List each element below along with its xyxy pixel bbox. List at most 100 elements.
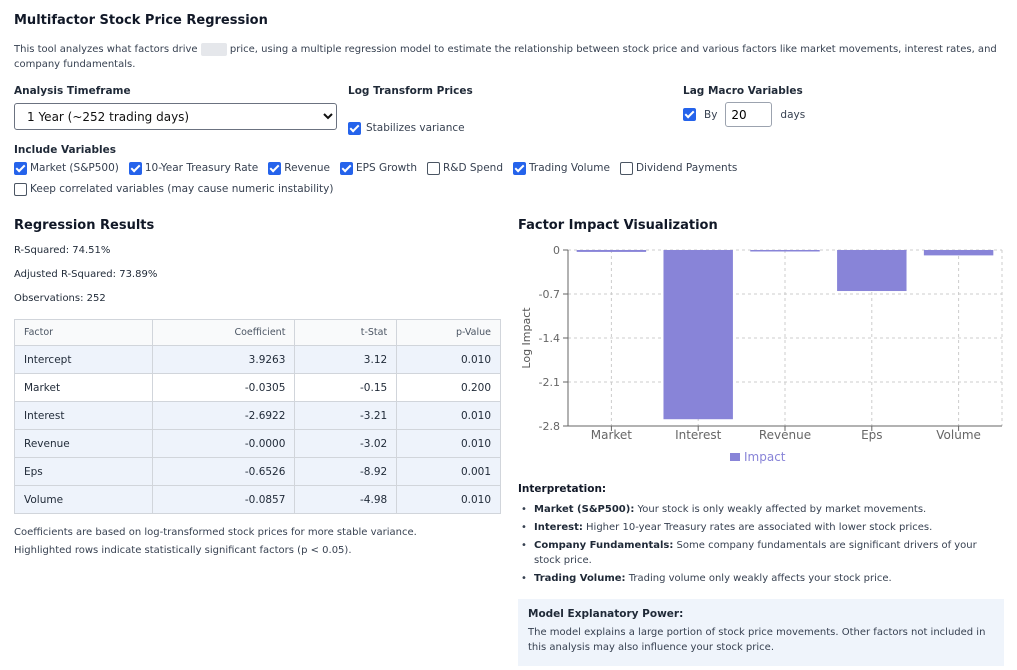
redacted-ticker <box>200 42 227 56</box>
page-title: Multifactor Stock Price Regression <box>14 13 268 28</box>
column-header-tstat: t-Stat <box>294 319 398 346</box>
lag-label: Lag Macro Variables <box>683 85 803 97</box>
observations-value: 252 <box>86 293 106 304</box>
model-power-text: The model explains a large portion of st… <box>528 627 986 653</box>
chart-bar-volume <box>923 250 994 256</box>
coefficient-cell: 3.9263 <box>151 345 296 374</box>
log-transform-toggle[interactable]: Stabilizes variance <box>348 121 465 135</box>
coefficient-cell: -0.0000 <box>151 429 296 458</box>
variable-volume[interactable]: Trading Volume <box>513 161 610 175</box>
variable-market-label: Market (S&P500) <box>30 162 119 174</box>
observations: Observations: 252 <box>14 293 106 304</box>
interpretation-item-heading: Company Fundamentals: <box>534 540 674 551</box>
log-transform-checkbox[interactable] <box>348 121 361 135</box>
keep-correlated-toggle[interactable]: Keep correlated variables (may cause num… <box>14 182 333 196</box>
results-note-significance: Highlighted rows indicate statistically … <box>14 545 352 556</box>
list-item: Market (S&P500): Your stock is only weak… <box>519 502 989 517</box>
chart-y-axis-label: Log Impact <box>520 307 533 369</box>
list-item: Interest: Higher 10-year Treasury rates … <box>519 520 989 535</box>
column-header-pvalue: p-Value <box>396 319 501 346</box>
page-description: This tool analyzes what factors drive pr… <box>14 42 999 72</box>
coefficient-cell: -0.0305 <box>151 373 296 402</box>
interpretation-item-heading: Trading Volume: <box>534 573 626 584</box>
factor-cell: Volume <box>14 485 153 514</box>
interpretation-item-heading: Market (S&P500): <box>534 504 635 515</box>
variable-treasury-checkbox[interactable] <box>128 161 142 175</box>
tstat-cell: -3.02 <box>294 429 398 458</box>
lag-days-input[interactable] <box>725 102 773 127</box>
variable-dividend-label: Dividend Payments <box>635 162 738 174</box>
table-header-row: Factor Coefficient t-Stat p-Value <box>14 319 501 346</box>
table-row: Market -0.0305 -0.15 0.200 <box>14 373 501 402</box>
results-notes: Coefficients are based on log-transforme… <box>14 524 417 560</box>
interpretation-item-text: Your stock is only weakly affected by ma… <box>634 504 927 515</box>
factor-cell: Market <box>14 373 153 402</box>
model-power-title: Model Explanatory Power: <box>528 608 684 620</box>
timeframe-label: Analysis Timeframe <box>14 85 131 97</box>
variable-volume-label: Trading Volume <box>529 162 610 174</box>
variable-treasury[interactable]: 10-Year Treasury Rate <box>128 161 258 175</box>
variable-revenue-checkbox[interactable] <box>268 161 282 175</box>
lag-controls: By days <box>683 102 805 127</box>
variable-market[interactable]: Market (S&P500) <box>14 161 119 175</box>
chart-axes: 0 -0.7 -1.4 -2.1 -2.8 Market Interest Revenue Ep… <box>539 244 1002 442</box>
variable-dividend-checkbox[interactable] <box>619 161 633 175</box>
y-tick-label: 0 <box>553 244 560 257</box>
variable-eps-label: EPS Growth <box>356 162 417 174</box>
variable-eps[interactable]: EPS Growth <box>340 161 417 175</box>
table-row: Intercept 3.9263 3.12 0.010 <box>14 345 501 374</box>
regression-table: Factor Coefficient t-Stat p-Value Interc… <box>14 319 501 514</box>
variable-eps-checkbox[interactable] <box>340 161 353 175</box>
lag-days-label: days <box>780 108 806 121</box>
tstat-cell: -4.98 <box>294 485 398 514</box>
chart-grid <box>568 249 1003 427</box>
log-transform-checkbox-label: Stabilizes variance <box>366 122 465 134</box>
description-start: This tool analyzes what factors drive <box>14 44 198 55</box>
interpretation-list: Market (S&P500): Your stock is only weak… <box>519 502 989 589</box>
table-row: Volume -0.0857 -4.98 0.010 <box>14 485 501 514</box>
chart-title: Factor Impact Visualization <box>518 218 718 233</box>
interpretation-item-text: Some company fundamentals are significan… <box>534 540 977 566</box>
tstat-cell: 3.12 <box>294 345 398 374</box>
tstat-cell: -3.21 <box>294 401 398 430</box>
y-tick-label: -2.1 <box>539 376 560 389</box>
variable-dividend[interactable]: Dividend Payments <box>619 161 738 175</box>
lag-checkbox[interactable] <box>683 108 696 121</box>
coefficient-cell: -0.6526 <box>151 457 296 486</box>
pvalue-cell: 0.010 <box>396 401 501 430</box>
chart-bar-market <box>576 250 647 252</box>
chart-bars <box>576 250 994 420</box>
interpretation-item-heading: Interest: <box>534 522 583 533</box>
factor-cell: Eps <box>14 457 153 486</box>
table-row: Revenue -0.0000 -3.02 0.010 <box>14 429 501 458</box>
variable-revenue-label: Revenue <box>284 162 330 174</box>
list-item: Company Fundamentals: Some company funda… <box>519 538 989 568</box>
include-variables-label: Include Variables <box>14 144 116 156</box>
y-tick-label: -0.7 <box>539 288 560 301</box>
chart-legend: Impact <box>730 450 786 464</box>
r-squared-label: R-Squared: <box>14 245 70 256</box>
regression-results-title: Regression Results <box>14 218 155 233</box>
chart-bar-eps <box>837 250 907 292</box>
pvalue-cell: 0.001 <box>396 457 501 486</box>
variables-list: Market (S&P500) 10-Year Treasury Rate Re… <box>14 161 737 175</box>
chart-bar-interest <box>663 250 733 420</box>
factor-cell: Intercept <box>14 345 153 374</box>
variable-rnd-checkbox[interactable] <box>426 161 440 175</box>
table-row: Eps -0.6526 -8.92 0.001 <box>14 457 501 486</box>
variable-rnd[interactable]: R&D Spend <box>426 161 504 175</box>
x-tick-label: Market <box>591 428 633 442</box>
x-tick-label: Interest <box>675 428 722 442</box>
y-tick-label: -2.8 <box>539 420 560 433</box>
keep-correlated-checkbox[interactable] <box>14 182 27 196</box>
adjusted-r-squared-label: Adjusted R-Squared: <box>14 269 117 280</box>
interpretation-item-text: Trading volume only weakly affects your … <box>625 573 892 584</box>
variable-market-checkbox[interactable] <box>14 161 27 175</box>
timeframe-select[interactable]: 1 Year (~252 trading days) <box>14 103 337 130</box>
variable-revenue[interactable]: Revenue <box>268 161 330 175</box>
coefficient-cell: -2.6922 <box>151 401 296 430</box>
x-tick-label: Eps <box>861 428 882 442</box>
variable-rnd-label: R&D Spend <box>442 162 504 174</box>
chart-bar-revenue <box>750 250 820 252</box>
variable-volume-checkbox[interactable] <box>513 161 527 175</box>
